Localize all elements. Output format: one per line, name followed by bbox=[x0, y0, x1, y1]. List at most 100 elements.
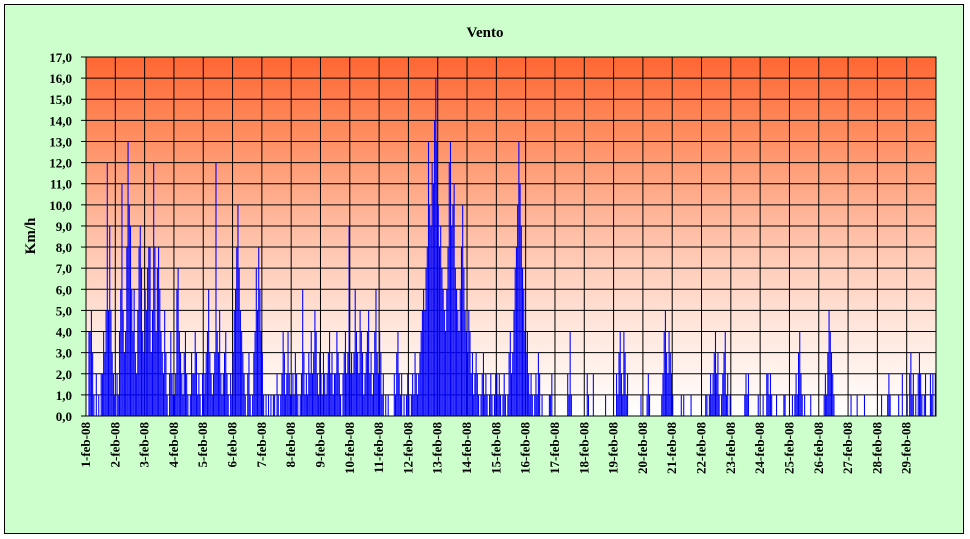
bar bbox=[407, 373, 409, 416]
bar bbox=[680, 394, 682, 416]
bar bbox=[114, 394, 116, 416]
bar bbox=[366, 331, 368, 416]
bar bbox=[931, 394, 933, 416]
x-tick-label: 27-feb-08 bbox=[840, 422, 855, 474]
bar bbox=[291, 394, 293, 416]
bar bbox=[617, 394, 619, 416]
bar bbox=[161, 352, 163, 416]
bar bbox=[622, 394, 624, 416]
y-tick-label: 4,0 bbox=[56, 325, 72, 340]
bar bbox=[357, 352, 359, 416]
bar bbox=[143, 352, 145, 416]
bar bbox=[451, 225, 453, 416]
bar bbox=[237, 204, 239, 416]
bar bbox=[539, 373, 541, 416]
y-tick-label: 8,0 bbox=[56, 240, 72, 255]
bar bbox=[243, 373, 245, 416]
bar bbox=[111, 352, 113, 416]
bar bbox=[663, 331, 665, 416]
bar bbox=[661, 394, 663, 416]
bar bbox=[175, 373, 177, 416]
bar bbox=[258, 247, 260, 416]
bar bbox=[480, 394, 482, 416]
bar bbox=[263, 394, 265, 416]
bar bbox=[133, 289, 135, 416]
bar bbox=[375, 289, 377, 416]
x-tick-label: 17-feb-08 bbox=[547, 422, 562, 474]
bar bbox=[716, 373, 718, 416]
bar bbox=[380, 352, 382, 416]
bar bbox=[432, 183, 434, 416]
bar bbox=[468, 310, 470, 416]
bar bbox=[513, 310, 515, 416]
bar bbox=[210, 373, 212, 416]
bar bbox=[277, 394, 279, 416]
bar bbox=[112, 373, 114, 416]
bar bbox=[706, 394, 708, 416]
bar bbox=[353, 352, 355, 416]
bar bbox=[342, 373, 344, 416]
bar bbox=[315, 331, 317, 416]
bar bbox=[500, 394, 502, 416]
bar bbox=[459, 289, 461, 416]
bar bbox=[149, 247, 151, 416]
bar bbox=[708, 394, 710, 416]
bar bbox=[830, 352, 833, 416]
bar bbox=[349, 373, 351, 416]
x-tick-label: 5-feb-08 bbox=[195, 422, 210, 468]
bar bbox=[193, 373, 195, 416]
bar bbox=[496, 373, 498, 416]
bar bbox=[784, 394, 786, 416]
bar bbox=[712, 373, 714, 416]
bar bbox=[129, 225, 132, 416]
bar bbox=[215, 162, 217, 416]
bar bbox=[164, 310, 166, 416]
bar bbox=[587, 394, 590, 416]
bar bbox=[718, 394, 720, 416]
bar bbox=[804, 394, 806, 416]
bar bbox=[412, 373, 414, 416]
bar bbox=[326, 373, 328, 416]
bar bbox=[910, 352, 912, 416]
bar bbox=[721, 394, 723, 416]
bar bbox=[529, 394, 531, 416]
bar bbox=[484, 394, 486, 416]
bar bbox=[457, 310, 459, 416]
bar bbox=[534, 394, 536, 416]
bar bbox=[827, 352, 829, 416]
bar bbox=[241, 331, 243, 416]
bar bbox=[616, 373, 618, 416]
bar bbox=[214, 352, 216, 416]
x-tick-label: 28-feb-08 bbox=[869, 422, 884, 474]
bar bbox=[233, 310, 235, 416]
bar bbox=[381, 394, 383, 416]
bar bbox=[863, 394, 866, 416]
bar bbox=[478, 394, 480, 416]
bar bbox=[394, 394, 397, 416]
bar bbox=[209, 352, 211, 416]
bar bbox=[180, 352, 182, 416]
x-tick-label: 25-feb-08 bbox=[781, 422, 796, 474]
bar bbox=[467, 352, 469, 416]
bar bbox=[249, 394, 251, 416]
bar bbox=[338, 373, 340, 416]
bar bbox=[920, 373, 922, 416]
bar bbox=[567, 373, 569, 416]
x-tick-label: 7-feb-08 bbox=[254, 422, 269, 468]
y-tick-label: 16,0 bbox=[49, 71, 72, 86]
bar bbox=[828, 310, 830, 416]
bar bbox=[397, 331, 399, 416]
bar bbox=[352, 373, 354, 416]
bar bbox=[447, 247, 449, 416]
bar bbox=[285, 394, 287, 416]
bar bbox=[340, 394, 342, 416]
bar bbox=[517, 204, 519, 416]
bar bbox=[393, 373, 395, 416]
x-tick-label: 21-feb-08 bbox=[664, 422, 679, 474]
bar bbox=[502, 394, 504, 416]
bar bbox=[122, 310, 124, 416]
bar bbox=[717, 352, 719, 416]
bar bbox=[441, 268, 443, 416]
bar bbox=[305, 373, 307, 416]
y-tick-label: 11,0 bbox=[50, 177, 72, 192]
